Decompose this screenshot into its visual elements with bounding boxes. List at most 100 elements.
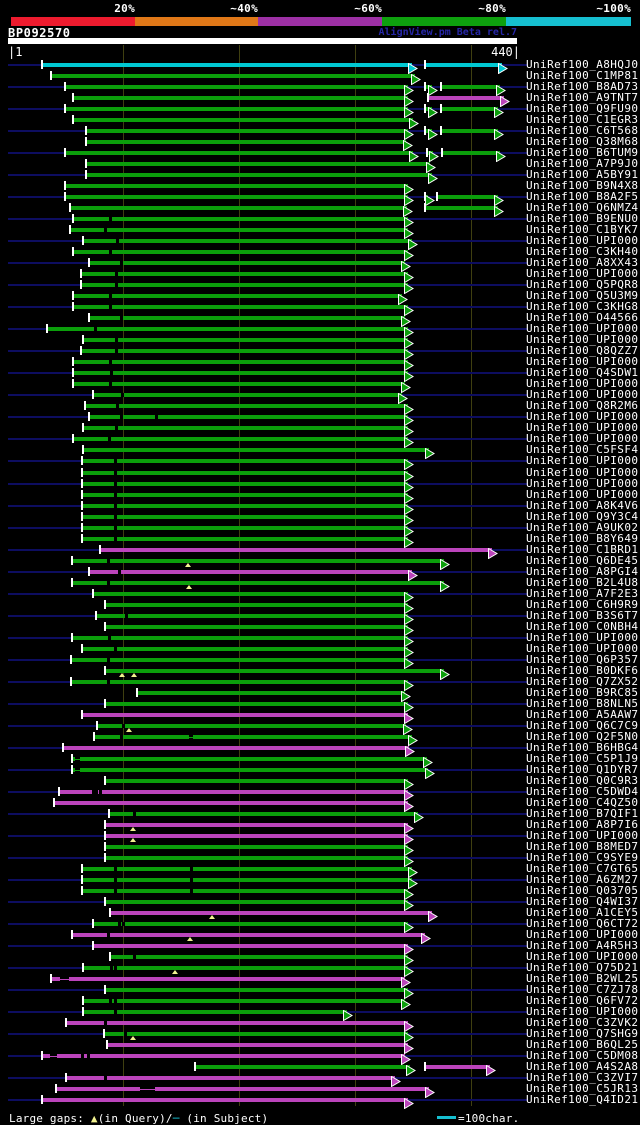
hit-bar[interactable] (110, 955, 408, 960)
hit-bar[interactable] (96, 613, 408, 618)
hit-bar[interactable] (108, 811, 419, 816)
hit-label[interactable]: UniRef100_C5FSF4 (526, 443, 639, 457)
hit-label[interactable]: UniRef100_B0DKF6 (526, 663, 639, 677)
hit-label[interactable]: UniRef100_C1BYK7 (526, 223, 639, 237)
hit-label[interactable]: UniRef100_Q9FU90 (526, 102, 639, 116)
hit-bar[interactable] (81, 349, 408, 354)
hit-label[interactable]: UniRef100_Q2F5N0 (526, 729, 639, 743)
hit-label[interactable]: UniRef100_Q4SDW1 (526, 366, 639, 380)
hit-bar[interactable] (54, 800, 408, 805)
hit-label[interactable]: UniRef100_UPI000.. (526, 928, 640, 942)
hit-bar[interactable] (93, 734, 413, 739)
hit-label[interactable]: UniRef100_B7QIF1 (526, 806, 639, 820)
hit-label[interactable]: UniRef100_Q9Y3C4 (526, 509, 639, 523)
hit-label[interactable]: UniRef100_Q0C9R3 (526, 773, 639, 787)
hit-label[interactable]: UniRef100_UPI000.. (526, 432, 640, 446)
hit-label[interactable]: UniRef100_A5BY91 (526, 168, 639, 182)
hit-label[interactable]: UniRef100_UPI000.. (526, 641, 640, 655)
hit-bar[interactable] (83, 1010, 348, 1015)
hit-bar[interactable] (83, 239, 413, 244)
hit-label[interactable]: UniRef100_C0NBH4 (526, 619, 639, 633)
hit-label[interactable]: UniRef100_UPI000.. (526, 1005, 640, 1019)
hit-label[interactable]: UniRef100_C1MP81 (526, 69, 639, 82)
hit-bar[interactable] (89, 569, 413, 574)
hit-label[interactable]: UniRef100_Q8R2M6 (526, 399, 639, 413)
hit-bar[interactable] (72, 437, 408, 442)
hit-bar[interactable] (72, 250, 408, 255)
hit-label[interactable]: UniRef100_Q4ID21 (526, 1093, 639, 1107)
hit-bar[interactable] (47, 327, 408, 332)
hit-bar[interactable] (72, 118, 414, 123)
hit-bar[interactable] (441, 151, 501, 156)
hit-label[interactable]: UniRef100_B8Y649 (526, 531, 639, 545)
hit-label[interactable]: UniRef100_C1EGR3 (526, 113, 639, 127)
hit-bar[interactable] (105, 988, 408, 993)
hit-label[interactable]: UniRef100_UPI000.. (526, 465, 640, 479)
hit-bar[interactable] (83, 426, 408, 431)
hit-label[interactable]: UniRef100_C3ZVI7 (526, 1071, 639, 1085)
hit-bar[interactable] (85, 129, 408, 134)
hit-bar[interactable] (82, 503, 408, 508)
hit-bar[interactable] (440, 129, 499, 134)
hit-label[interactable]: UniRef100_UPI000.. (526, 333, 640, 347)
hit-bar[interactable] (41, 1054, 406, 1059)
hit-bar[interactable] (72, 371, 408, 376)
hit-bar[interactable] (50, 74, 415, 78)
hit-bar[interactable] (69, 228, 408, 233)
hit-label[interactable]: UniRef100_UPI000.. (526, 950, 640, 964)
hit-bar[interactable] (83, 448, 429, 453)
hit-bar[interactable] (106, 1043, 408, 1048)
hit-bar[interactable] (105, 900, 408, 905)
hit-bar[interactable] (104, 1032, 408, 1037)
hit-bar[interactable] (440, 85, 501, 90)
hit-label[interactable]: UniRef100_B6HBG4 (526, 740, 639, 754)
hit-bar[interactable] (82, 459, 408, 464)
hit-label[interactable]: UniRef100_UPI000.. (526, 487, 640, 501)
hit-label[interactable]: UniRef100_Q6CT72 (526, 917, 639, 931)
hit-bar[interactable] (425, 63, 502, 67)
hit-label[interactable]: UniRef100_UPI000.. (526, 377, 640, 391)
hit-bar[interactable] (136, 690, 406, 695)
hit-bar[interactable] (92, 944, 408, 949)
hit-bar[interactable] (82, 889, 408, 893)
hit-bar[interactable] (82, 536, 408, 541)
hit-label[interactable]: UniRef100_UPI000.. (526, 355, 640, 369)
hit-bar[interactable] (82, 712, 408, 717)
hit-label[interactable]: UniRef100_C3ZVK2 (526, 1016, 639, 1030)
hit-bar[interactable] (97, 723, 407, 728)
hit-bar[interactable] (89, 316, 406, 321)
hit-label[interactable]: UniRef100_C9SYE9 (526, 850, 639, 864)
hit-bar[interactable] (64, 151, 414, 156)
hit-label[interactable]: UniRef100_UPI000.. (526, 421, 640, 435)
hit-label[interactable]: UniRef100_C6H9R9 (526, 597, 639, 611)
hit-bar[interactable] (71, 933, 426, 938)
hit-bar[interactable] (105, 701, 408, 706)
hit-label[interactable]: UniRef100_UPI000.. (526, 234, 640, 248)
hit-label[interactable]: UniRef100_C3KHG8 (526, 300, 639, 314)
hit-label[interactable]: UniRef100_A7F2E3 (526, 586, 639, 600)
hit-label[interactable]: UniRef100_Q6FV72 (526, 994, 639, 1008)
hit-bar[interactable] (70, 679, 408, 684)
hit-label[interactable]: UniRef100_Q7ZX52 (526, 674, 639, 688)
hit-label[interactable]: UniRef100_A9TNT7 (526, 91, 639, 105)
hit-bar[interactable] (82, 646, 408, 651)
hit-bar[interactable] (64, 107, 408, 112)
hit-label[interactable]: UniRef100_UPI000.. (526, 388, 640, 402)
hit-bar[interactable] (70, 657, 408, 662)
hit-label[interactable]: UniRef100_C5DM08 (526, 1049, 639, 1063)
hit-label[interactable]: UniRef100_C1BRD1 (526, 542, 639, 556)
hit-bar[interactable] (71, 558, 444, 563)
hit-label[interactable]: UniRef100_Q5U3M9 (526, 289, 639, 303)
hit-label[interactable]: UniRef100_B3S6T7 (526, 608, 639, 622)
hit-bar[interactable] (105, 855, 408, 860)
hit-bar[interactable] (105, 778, 408, 783)
hit-label[interactable]: UniRef100_O44566 (526, 311, 639, 325)
hit-bar[interactable] (81, 272, 408, 277)
hit-bar[interactable] (82, 878, 413, 882)
hit-label[interactable]: UniRef100_C3KH40 (526, 245, 639, 259)
hit-label[interactable]: UniRef100_A8P7I6 (526, 817, 639, 831)
hit-bar[interactable] (92, 922, 408, 927)
hit-bar[interactable] (83, 999, 406, 1004)
hit-label[interactable]: UniRef100_C4QZ50 (526, 795, 639, 809)
hit-bar[interactable] (425, 1065, 490, 1070)
